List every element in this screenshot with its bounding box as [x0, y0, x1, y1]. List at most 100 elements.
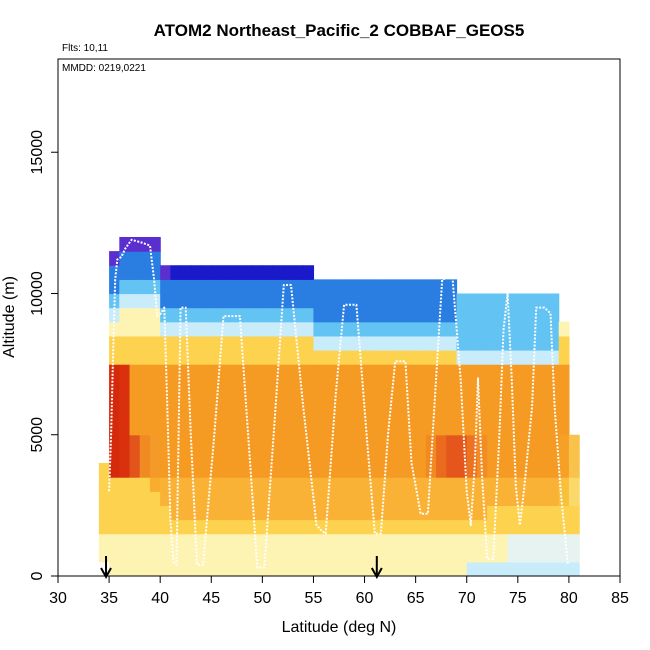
heatmap-cell — [221, 364, 233, 379]
heatmap-cell — [415, 420, 427, 436]
heatmap-cell — [405, 420, 417, 436]
heatmap-cell — [323, 392, 335, 408]
heatmap-cell — [272, 406, 284, 422]
heatmap-cell — [354, 519, 366, 535]
heatmap-cell — [313, 491, 325, 506]
heatmap-cell — [262, 279, 274, 295]
heatmap-cell — [405, 547, 417, 563]
heatmap-cell — [548, 547, 560, 563]
heatmap-cell — [558, 378, 570, 393]
heatmap-cell — [262, 561, 274, 577]
heatmap-cell — [354, 293, 366, 309]
heatmap-cell — [538, 364, 550, 379]
heatmap-cell — [262, 364, 274, 379]
heatmap-cell — [211, 265, 223, 280]
heatmap-cell — [170, 349, 182, 365]
heatmap-cell — [221, 420, 233, 436]
heatmap-cell — [436, 547, 447, 563]
heatmap-cell — [201, 477, 212, 492]
heatmap-cell — [282, 392, 294, 408]
heatmap-cell — [293, 406, 304, 422]
heatmap-cell — [538, 561, 550, 577]
date-label: MMDD: 0219,0221 — [62, 63, 146, 74]
heatmap-cell — [344, 349, 355, 365]
heatmap-cell — [333, 335, 345, 351]
heatmap-cell — [466, 349, 478, 365]
heatmap-cell — [293, 265, 304, 280]
heatmap-cell — [405, 307, 417, 323]
heatmap-cell — [333, 477, 345, 492]
heatmap-cell — [497, 533, 509, 549]
heatmap-cell — [272, 561, 284, 577]
heatmap-cell — [507, 547, 519, 563]
heatmap-cell — [528, 392, 539, 408]
heatmap-cell — [293, 448, 304, 464]
heatmap-cell — [313, 392, 325, 408]
heatmap-cell — [262, 420, 274, 436]
heatmap-cell — [190, 505, 202, 521]
heatmap-cell — [436, 307, 447, 323]
heatmap-cell — [528, 547, 539, 563]
heatmap-cell — [303, 561, 315, 577]
heatmap-cell — [129, 434, 141, 450]
heatmap-cell — [221, 378, 233, 393]
heatmap-cell — [109, 434, 120, 450]
heatmap-cell — [160, 335, 171, 351]
heatmap-cell — [119, 236, 131, 252]
heatmap-cell — [558, 420, 570, 436]
x-tick-label: 75 — [509, 590, 527, 607]
heatmap-cell — [313, 547, 325, 563]
heatmap-cell — [262, 335, 274, 351]
heatmap-cell — [487, 392, 498, 408]
x-tick-label: 55 — [305, 590, 323, 607]
heatmap-cell — [333, 321, 345, 337]
heatmap-cell — [282, 519, 294, 535]
heatmap-cell — [293, 477, 304, 492]
heatmap-cell — [160, 392, 171, 408]
heatmap-cell — [405, 477, 417, 492]
heatmap-cell — [415, 477, 427, 492]
heatmap-cell — [384, 406, 396, 422]
heatmap-cell — [293, 378, 304, 393]
heatmap-cell — [303, 448, 315, 464]
heatmap-cell — [395, 406, 407, 422]
heatmap-cell — [446, 505, 458, 521]
heatmap-cell — [313, 420, 325, 436]
heatmap-cell — [354, 462, 366, 478]
heatmap-cell — [211, 378, 223, 393]
heatmap-cell — [272, 547, 284, 563]
heatmap-cell — [507, 349, 519, 365]
heatmap-cell — [548, 307, 560, 323]
heatmap-cell — [231, 307, 243, 323]
heatmap-cell — [303, 364, 315, 379]
heatmap-cell — [507, 293, 519, 309]
heatmap-cell — [466, 420, 478, 436]
heatmap-cell — [466, 477, 478, 492]
heatmap-cell — [149, 434, 161, 450]
heatmap-cell — [507, 378, 519, 393]
heatmap-cell — [364, 293, 376, 309]
heatmap-cell — [313, 533, 325, 549]
heatmap-cell — [466, 533, 478, 549]
heatmap-cell — [446, 392, 458, 408]
heatmap-cell — [139, 251, 151, 266]
heatmap-cell — [364, 519, 376, 535]
heatmap-cell — [211, 547, 223, 563]
heatmap-cell — [201, 364, 212, 379]
heatmap-cell — [487, 505, 498, 521]
heatmap-cell — [139, 378, 151, 393]
heatmap-cell — [405, 491, 417, 506]
heatmap-cell — [446, 378, 458, 393]
heatmap-cell — [548, 477, 560, 492]
heatmap-cell — [466, 547, 478, 563]
heatmap-cell — [364, 378, 376, 393]
heatmap-cell — [354, 321, 366, 337]
heatmap-cell — [364, 533, 376, 549]
heatmap-cell — [129, 293, 141, 309]
heatmap-cell — [272, 279, 284, 295]
heatmap-cell — [170, 491, 182, 506]
heatmap-cell — [241, 533, 253, 549]
heatmap-cell — [139, 448, 151, 464]
heatmap-cell — [354, 378, 366, 393]
heatmap-cell — [538, 434, 550, 450]
